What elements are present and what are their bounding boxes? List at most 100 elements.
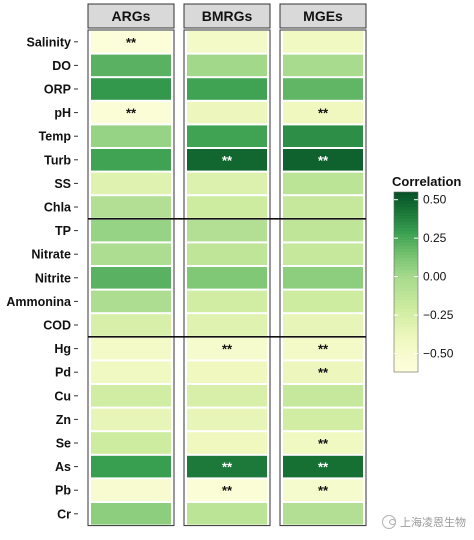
- legend-gradient-step: [394, 303, 418, 307]
- heatmap-cell: [187, 31, 267, 53]
- heatmap-cell: [187, 479, 267, 501]
- panel-border: [87, 29, 175, 527]
- row-label: Nitrate: [31, 248, 71, 262]
- row-label: Turb: [44, 153, 71, 167]
- significance-label: **: [318, 153, 329, 168]
- wechat-icon: [382, 515, 396, 529]
- legend-title: Correlation: [392, 174, 461, 189]
- legend-gradient-step: [394, 348, 418, 352]
- heatmap-cell: [91, 432, 171, 454]
- heatmap-cell: [187, 243, 267, 265]
- heatmap-cell: [91, 337, 171, 360]
- legend-gradient-step: [394, 300, 418, 304]
- watermark: 上海凌恩生物: [382, 514, 466, 530]
- heatmap-cell: [91, 149, 171, 171]
- row-label: ORP: [44, 83, 71, 97]
- heatmap-cell: [283, 385, 363, 407]
- column-label: MGEs: [303, 8, 343, 24]
- legend-gradient-step: [394, 192, 418, 196]
- heatmap-cell: [283, 432, 363, 454]
- legend-gradient-step: [394, 273, 418, 277]
- row-label: Se: [56, 437, 71, 451]
- heatmap-cell: [187, 455, 267, 478]
- heatmap-cell: [187, 408, 267, 431]
- watermark-text: 上海凌恩生物: [400, 516, 466, 529]
- legend-gradient-step: [394, 354, 418, 358]
- legend-gradient-step: [394, 231, 418, 235]
- column-label: BMRGs: [202, 8, 253, 24]
- significance-label: **: [126, 106, 137, 121]
- heatmap-cell: [187, 54, 267, 77]
- row-label: Ammonina: [6, 295, 72, 309]
- heatmap-cell: [187, 361, 267, 383]
- heatmap-cell: [283, 361, 363, 383]
- heatmap-cell: [91, 267, 171, 289]
- legend-gradient-step: [394, 285, 418, 289]
- heatmap-cell: [283, 408, 363, 431]
- heatmap-cell: [91, 243, 171, 265]
- legend-gradient-step: [394, 294, 418, 298]
- legend-gradient-step: [394, 321, 418, 325]
- legend-gradient-step: [394, 261, 418, 265]
- significance-label: **: [222, 153, 233, 168]
- row-label: Cu: [54, 389, 71, 403]
- heatmap-cell: [91, 219, 171, 242]
- legend-gradient-step: [394, 288, 418, 292]
- significance-label: **: [126, 35, 137, 50]
- heatmap-cell: [283, 455, 363, 478]
- heatmap-cell: [187, 219, 267, 242]
- legend-gradient-step: [394, 327, 418, 331]
- column-strip: [279, 3, 367, 29]
- heatmap-cell: [187, 172, 267, 195]
- heatmap-cell: [283, 479, 363, 501]
- legend-gradient-step: [394, 351, 418, 355]
- legend-gradient-step: [394, 225, 418, 229]
- legend-gradient-step: [394, 282, 418, 286]
- heatmap-cell: [283, 314, 363, 336]
- legend-gradient-step: [394, 270, 418, 274]
- heatmap-cell: [187, 101, 267, 124]
- row-label: pH: [54, 106, 71, 120]
- significance-label: **: [222, 483, 233, 498]
- heatmap-cell: [283, 149, 363, 171]
- legend-gradient-step: [394, 195, 418, 199]
- legend-gradient-step: [394, 369, 418, 373]
- heatmap-cell: [283, 31, 363, 53]
- legend-tick-label: −0.25: [423, 308, 454, 322]
- row-label: As: [55, 460, 71, 474]
- heatmap-cell: [283, 267, 363, 289]
- legend-gradient-step: [394, 312, 418, 316]
- legend-gradient-step: [394, 228, 418, 232]
- legend-gradient-step: [394, 330, 418, 334]
- legend-gradient-step: [394, 219, 418, 223]
- significance-label: **: [318, 460, 329, 475]
- legend-gradient-step: [394, 207, 418, 211]
- heatmap-cell: [283, 196, 363, 218]
- legend-gradient-step: [394, 213, 418, 217]
- heatmap-cell: [283, 101, 363, 124]
- panel-border: [279, 29, 367, 527]
- significance-label: **: [222, 342, 233, 357]
- row-label: Pd: [55, 366, 71, 380]
- heatmap-cell: [91, 479, 171, 501]
- legend-bar-border: [393, 191, 419, 373]
- heatmap-cell: [283, 172, 363, 195]
- legend-gradient-step: [394, 366, 418, 370]
- row-label: Chla: [44, 201, 72, 215]
- heatmap-cell: [91, 125, 171, 147]
- legend-gradient-step: [394, 345, 418, 349]
- heatmap-cell: [91, 503, 171, 525]
- heatmap-cell: [283, 54, 363, 77]
- legend-gradient-step: [394, 357, 418, 361]
- significance-label: **: [222, 460, 233, 475]
- heatmap-cell: [187, 78, 267, 100]
- row-label: Nitrite: [35, 271, 71, 285]
- legend-gradient-step: [394, 306, 418, 310]
- heatmap-cell: [283, 125, 363, 147]
- legend-gradient-step: [394, 315, 418, 319]
- heatmap-cell: [91, 196, 171, 218]
- heatmap-cell: [91, 290, 171, 313]
- legend-gradient-step: [394, 216, 418, 220]
- legend-tick-label: 0.25: [423, 231, 447, 245]
- legend-gradient-step: [394, 264, 418, 268]
